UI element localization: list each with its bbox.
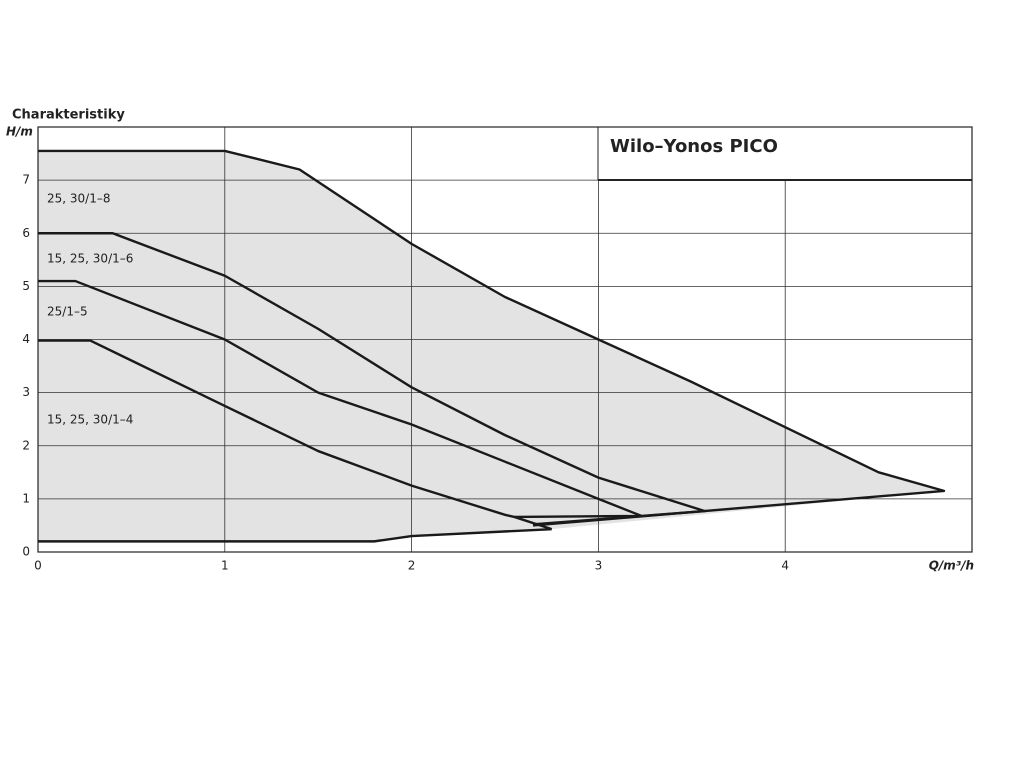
x-tick-label: 4: [781, 559, 789, 573]
x-tick-label: 1: [221, 559, 229, 573]
y-tick-label: 3: [22, 385, 30, 399]
envelope-area: [38, 150, 944, 542]
y-tick-label: 1: [22, 491, 30, 505]
pump-curve: [38, 279, 643, 519]
x-tick-label: 2: [408, 559, 416, 573]
pump-curve: [38, 527, 552, 543]
y-axis-label: H/m: [6, 125, 33, 139]
y-tick-label: 2: [22, 438, 30, 452]
curve-label: 25, 30/1–8: [47, 192, 110, 206]
chart-title: Wilo–Yonos PICO: [610, 136, 778, 157]
pump-curve: [38, 339, 553, 531]
pump-curve: [38, 149, 946, 527]
plot: 0 1 2 3 4 5 6 7 0 1 2 3 4 25, 30/1–8 15, 25, 30/1–6 25/…: [22, 127, 972, 573]
x-axis-label: Q/m³/h: [929, 559, 974, 573]
y-tick-label: 4: [22, 332, 30, 346]
y-tick-label: 5: [22, 279, 30, 293]
y-tick-label: 6: [22, 226, 30, 240]
chart-heading: Charakteristiky: [12, 108, 125, 123]
y-tick-label: 0: [22, 545, 30, 559]
curve-label: 15, 25, 30/1–6: [47, 252, 133, 266]
pump-curve: [38, 232, 707, 526]
x-tick-label: 0: [34, 559, 42, 573]
plot-frame: [37, 126, 973, 553]
y-tick-label: 7: [22, 173, 30, 187]
x-tick-label: 3: [595, 559, 603, 573]
curve-label: 15, 25, 30/1–4: [47, 413, 133, 427]
curve-label: 25/1–5: [47, 305, 88, 319]
